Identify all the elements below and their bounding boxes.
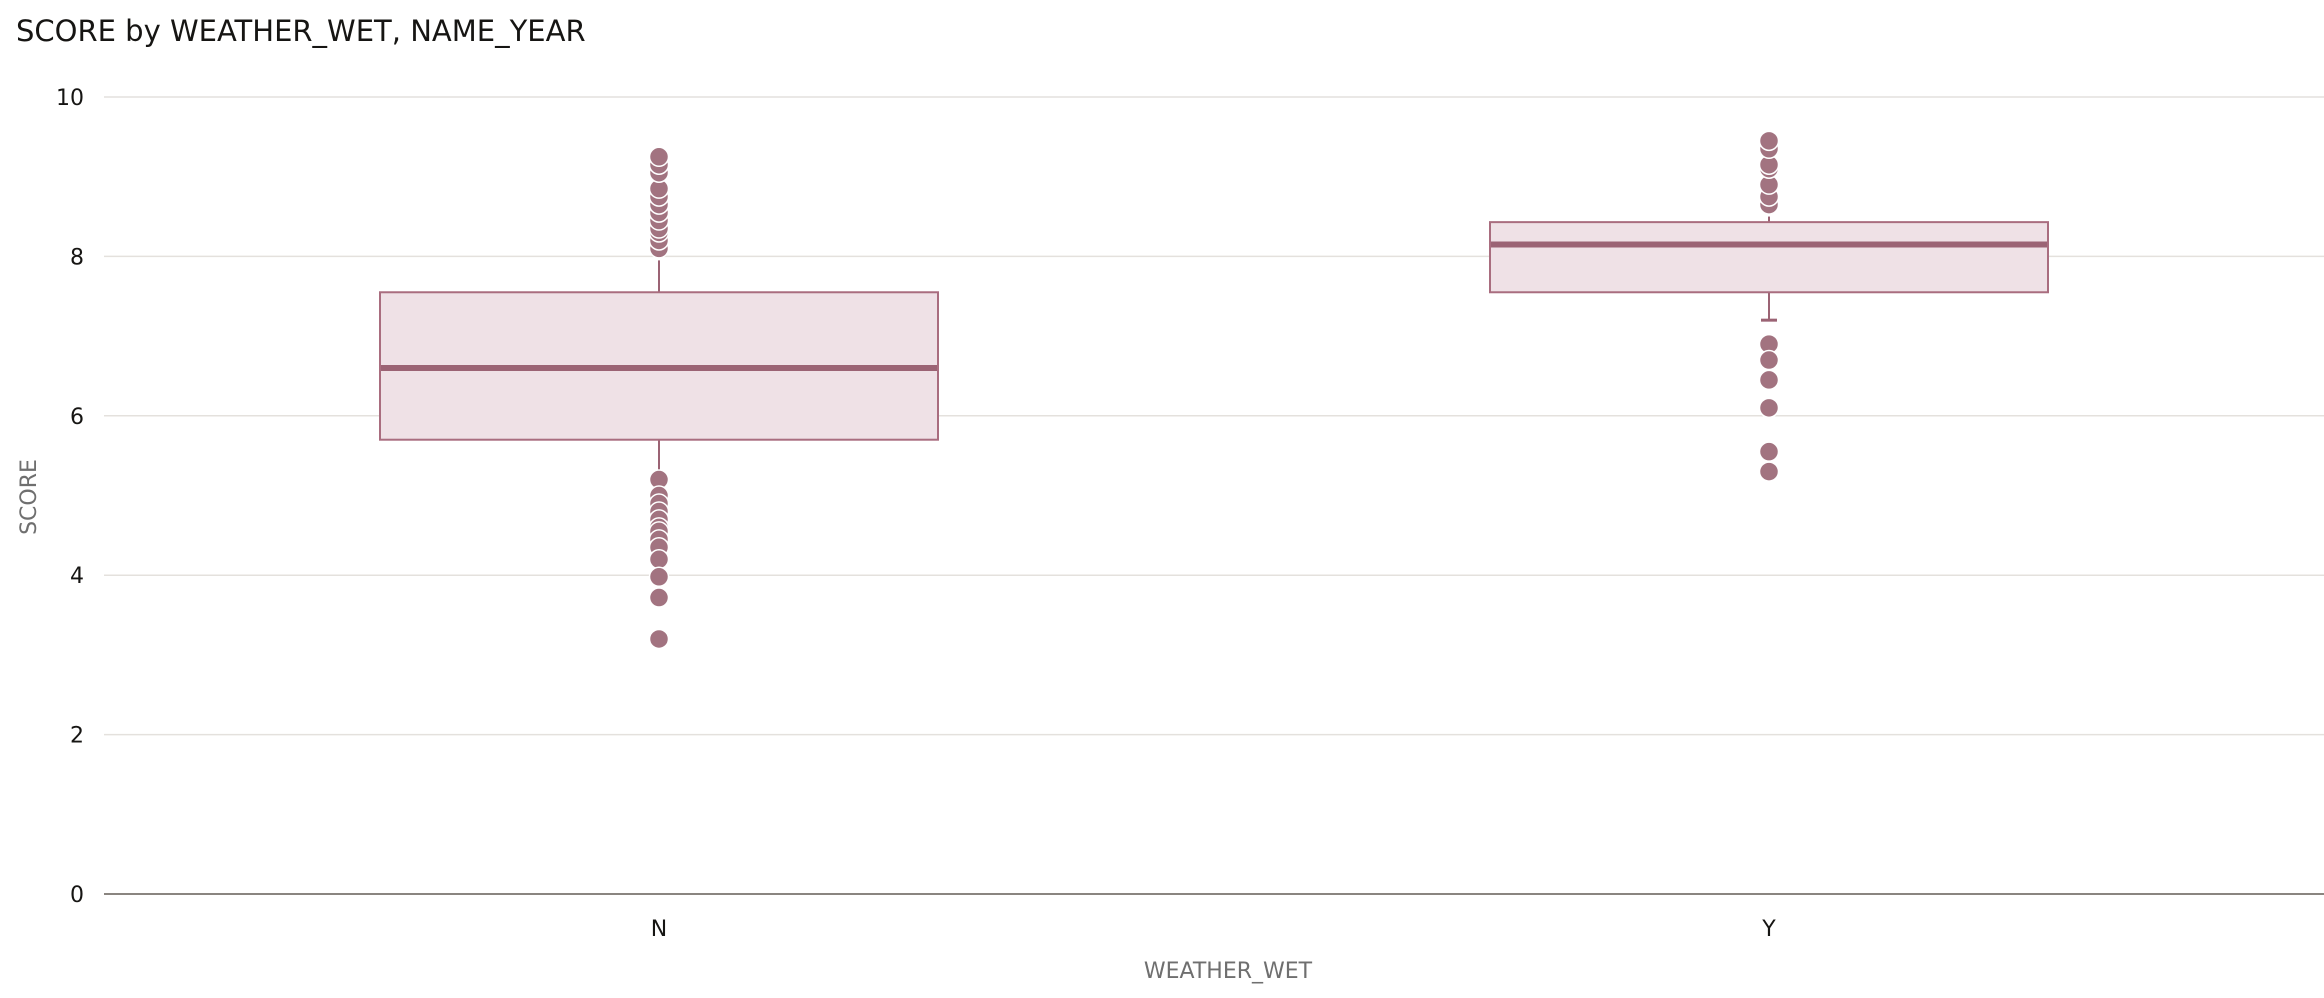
x-tick-label: Y xyxy=(1761,917,1776,942)
y-tick-label: 2 xyxy=(70,724,84,749)
outlier-point xyxy=(648,146,670,168)
outlier-point xyxy=(648,628,670,650)
x-tick-label: N xyxy=(651,917,667,942)
y-tick-label: 10 xyxy=(56,86,84,111)
axis-layer: WEATHER_WET SCORE 0 2 4 6 8 10 N Y xyxy=(17,86,2324,984)
box xyxy=(1489,221,2049,294)
outlier-point xyxy=(1758,441,1780,462)
outlier-point xyxy=(648,587,670,608)
outlier-point xyxy=(1758,130,1780,152)
outlier-point xyxy=(1758,397,1780,419)
y-axis-title: SCORE xyxy=(17,459,42,535)
y-tick-label: 6 xyxy=(70,405,84,430)
outlier-point xyxy=(1758,369,1780,391)
y-tick-label: 4 xyxy=(70,564,84,589)
x-axis-title: WEATHER_WET xyxy=(1144,959,1313,984)
chart-title: SCORE by WEATHER_WET, NAME_YEAR xyxy=(16,14,586,48)
y-tick-label: 8 xyxy=(70,245,84,270)
box-layer xyxy=(379,130,2049,650)
outlier-point xyxy=(648,549,670,570)
y-tick-label: 0 xyxy=(70,883,84,908)
box-group-n xyxy=(379,146,939,650)
box-group-y xyxy=(1489,130,2049,482)
outlier-point xyxy=(1758,349,1780,371)
outlier-point xyxy=(1758,461,1780,482)
outlier-point xyxy=(648,566,670,588)
